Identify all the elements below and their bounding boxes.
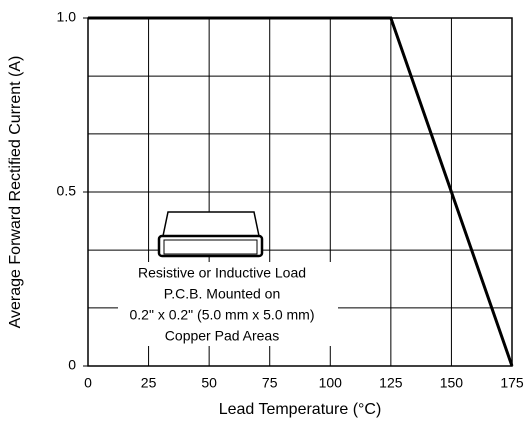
x-tick-label: 25: [141, 375, 157, 391]
annotation-text: P.C.B. Mounted on: [164, 286, 280, 302]
annotation-bg: [118, 262, 338, 346]
annotation-text: Resistive or Inductive Load: [138, 265, 306, 281]
x-tick-label: 125: [379, 375, 403, 391]
x-tick-label: 50: [201, 375, 217, 391]
annotation-text: 0.2" x 0.2" (5.0 mm x 5.0 mm): [130, 307, 315, 323]
package-pad: [163, 239, 258, 255]
x-axis-label: Lead Temperature (°C): [219, 401, 382, 418]
x-tick-label: 75: [262, 375, 278, 391]
annotation-text: Copper Pad Areas: [165, 328, 279, 344]
y-axis-label: Average Forward Rectified Current (A): [7, 56, 24, 329]
y-tick-label: 1.0: [57, 9, 77, 25]
package-icon: [118, 211, 338, 346]
x-tick-label: 175: [500, 375, 524, 391]
x-tick-label: 150: [440, 375, 464, 391]
package-body: [162, 211, 260, 237]
x-tick-label: 100: [319, 375, 343, 391]
data-line: [88, 16, 514, 367]
y-tick-label: 0.5: [57, 183, 77, 199]
y-tick-label: 0: [68, 357, 76, 373]
package-base: [157, 234, 264, 258]
x-tick-label: 0: [84, 375, 92, 391]
